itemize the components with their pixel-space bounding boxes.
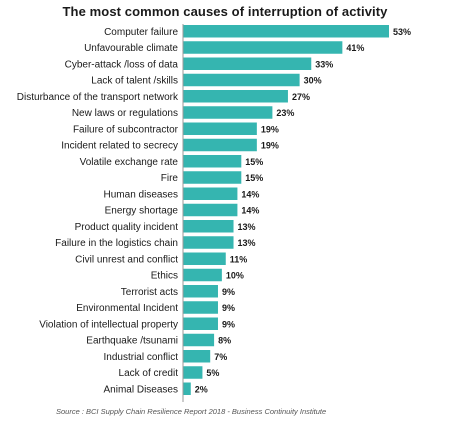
value-label: 30% [304,76,322,86]
value-label: 15% [245,173,263,183]
bar [183,317,218,330]
bar [183,122,257,135]
value-label: 9% [222,287,235,297]
bar [183,268,222,282]
bars-layer: Computer failure 53% Unfavourable climate 4… [17,25,411,395]
bar [183,155,242,168]
bar [183,171,242,184]
value-label: 13% [238,238,256,248]
bar [183,350,211,363]
value-label: 33% [315,59,333,69]
category-label: Incident related to secrecy [61,141,178,152]
value-label: 14% [241,189,259,199]
value-label: 23% [276,108,294,118]
category-label: Industrial conflict [104,352,179,363]
category-label: Failure of subcontractor [73,124,179,135]
bar [183,73,300,87]
bar [183,41,343,54]
value-label: 19% [261,124,279,134]
bar [183,187,238,200]
value-label: 9% [222,319,235,329]
value-label: 11% [230,254,248,264]
category-label: Environmental Incident [76,303,178,314]
category-label: Unfavourable climate [84,43,178,54]
category-label: Product quality incident [75,222,179,233]
category-label: Lack of credit [119,368,179,379]
category-label: Lack of talent /skills [91,76,178,87]
category-label: Energy shortage [105,206,179,217]
value-label: 41% [346,43,364,53]
chart-source: Source : BCI Supply Chain Resilience Rep… [56,407,327,416]
value-label: 5% [206,368,219,378]
bar [183,106,273,119]
bar [183,366,203,379]
category-label: New laws or regulations [72,108,178,119]
bar [183,301,218,314]
category-label: Violation of intellectual property [39,319,178,330]
category-label: Earthquake /tsunami [86,336,178,347]
category-label: Failure in the logistics chain [55,238,178,249]
bar [183,90,288,103]
category-label: Volatile exchange rate [80,157,179,168]
category-label: Human diseases [104,189,178,200]
value-label: 9% [222,303,235,313]
value-label: 8% [218,336,231,346]
value-label: 15% [245,157,263,167]
category-label: Fire [161,173,179,184]
category-label: Disturbance of the transport network [17,92,179,103]
bar [183,25,389,38]
value-label: 10% [226,271,244,281]
bar [183,57,312,70]
value-label: 53% [393,27,411,37]
bar [183,236,234,249]
category-label: Cyber-attack /loss of data [65,59,179,70]
category-label: Ethics [151,271,178,282]
bar [183,138,257,152]
value-label: 14% [241,206,259,216]
chart-title: The most common causes of interruption o… [62,4,388,19]
bar [183,285,218,298]
category-label: Civil unrest and conflict [75,254,178,265]
value-label: 13% [238,222,256,232]
bar [183,203,238,217]
value-label: 27% [292,92,310,102]
category-label: Animal Diseases [104,384,178,395]
bar [183,333,215,347]
bar [183,252,226,265]
category-label: Terrorist acts [121,287,178,298]
bar [183,382,191,395]
value-label: 2% [195,384,208,394]
value-label: 7% [214,352,227,362]
category-label: Computer failure [104,27,178,38]
value-label: 19% [261,141,279,151]
bar [183,220,234,233]
